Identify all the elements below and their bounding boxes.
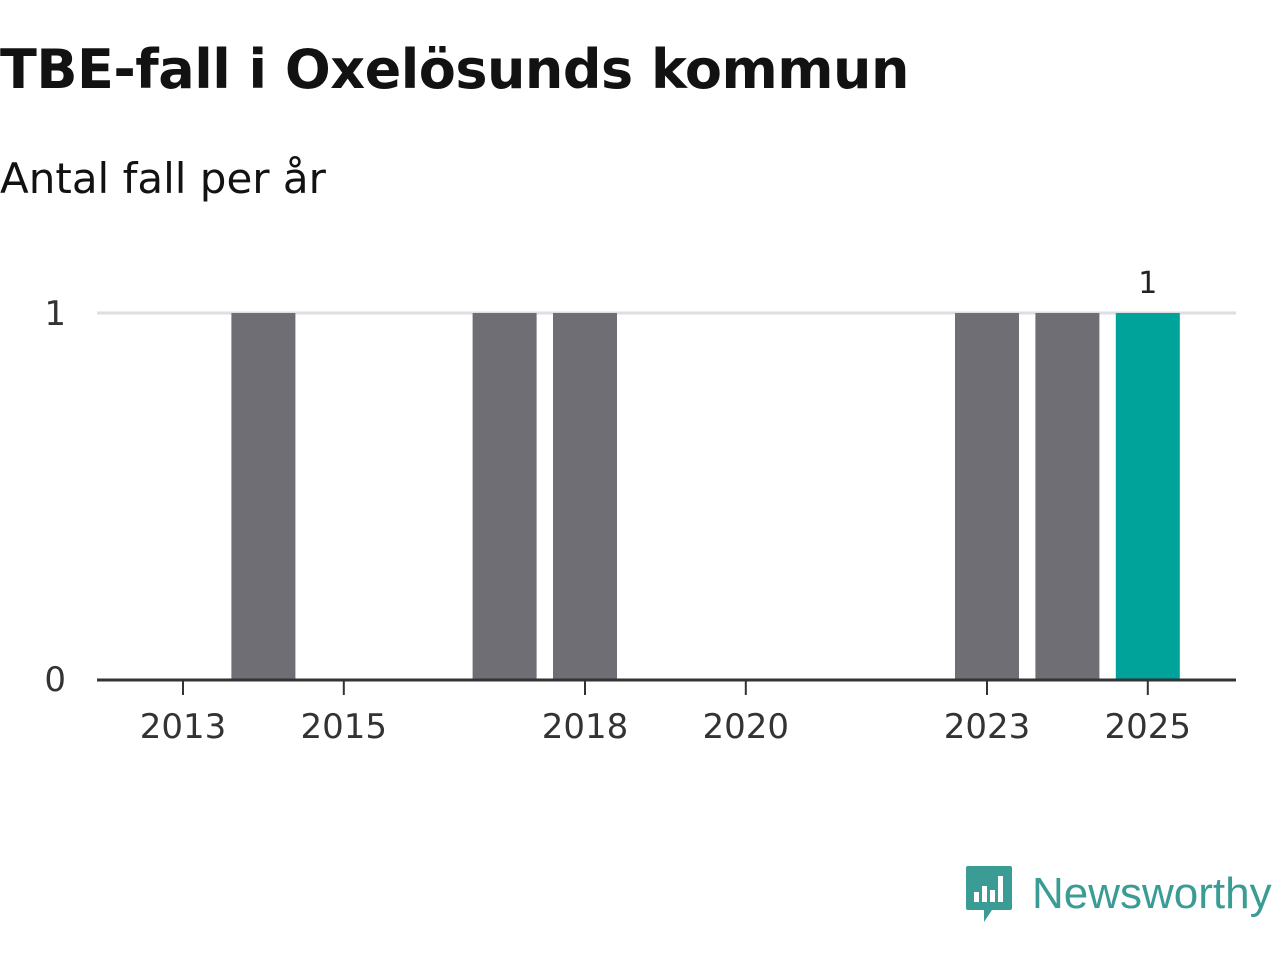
brand-logo: Newsworthy xyxy=(964,862,1272,926)
bar-2024 xyxy=(1035,313,1100,679)
y-tick-label-0: 0 xyxy=(44,660,66,700)
chart-title: TBE-fall i Oxelösunds kommun xyxy=(0,38,909,101)
bar-2014 xyxy=(231,313,296,679)
x-tick-label-2018: 2018 xyxy=(542,707,629,747)
bar-2023 xyxy=(955,313,1019,679)
data-label-2025: 1 xyxy=(1138,266,1157,301)
bar-chart: 0 1 1 2013 2015 2018 2020 2023 2025 xyxy=(44,266,1236,747)
x-tick-label-2013: 2013 xyxy=(140,707,227,747)
y-tick-label-1: 1 xyxy=(44,294,66,334)
newsworthy-logo-icon xyxy=(966,866,1012,922)
x-tick-label-2025: 2025 xyxy=(1105,707,1192,747)
brand-name: Newsworthy xyxy=(1032,869,1272,918)
x-tick-label-2023: 2023 xyxy=(944,707,1031,747)
chart-subtitle: Antal fall per år xyxy=(0,154,326,203)
x-tick-label-2020: 2020 xyxy=(703,707,790,747)
x-tick-label-2015: 2015 xyxy=(301,707,388,747)
bar-2018 xyxy=(553,313,617,679)
bar-2017 xyxy=(472,313,537,679)
bar-2025 xyxy=(1115,313,1180,679)
